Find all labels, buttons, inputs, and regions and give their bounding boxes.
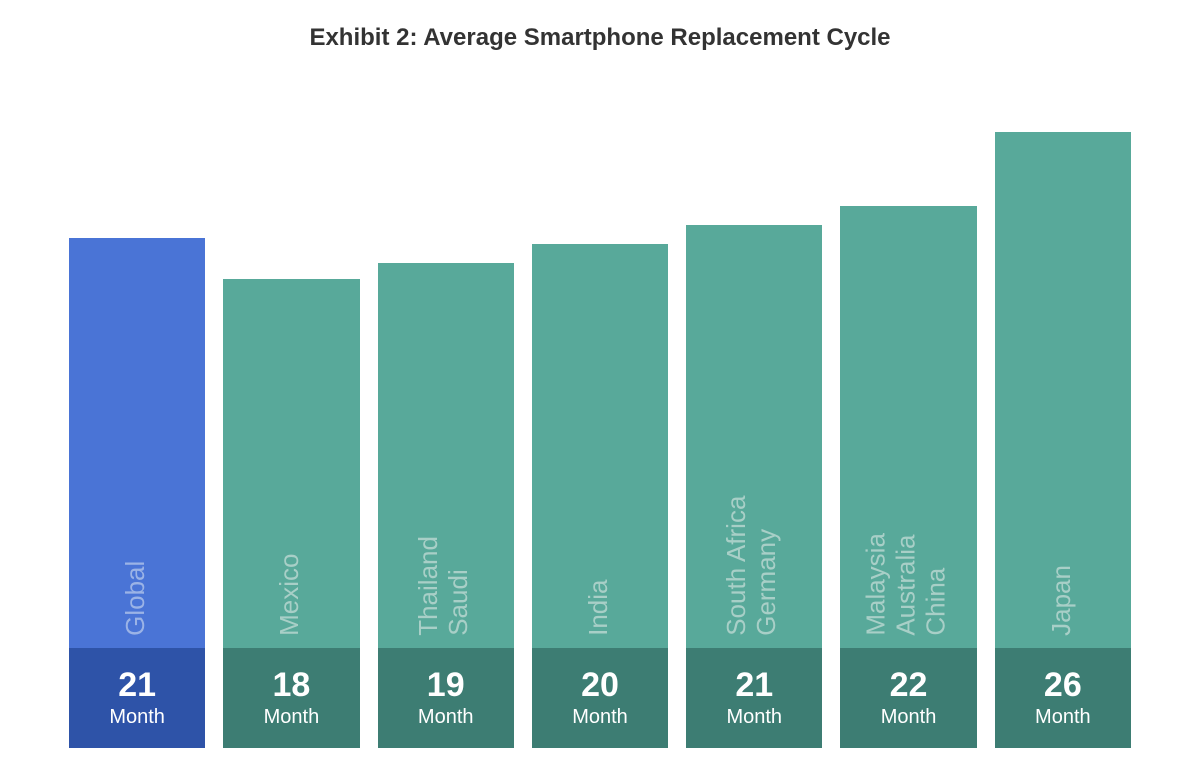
bar-body [378, 263, 514, 648]
bar-footer: 21 Month [686, 648, 822, 748]
bar-col: 18MonthMexico [223, 110, 359, 748]
bar-unit: Month [726, 706, 782, 729]
bar: 21MonthSouth Africa Germany [686, 225, 822, 748]
bar-col: 20MonthIndia [532, 110, 668, 748]
bar-value: 18 [273, 668, 311, 702]
bar-unit: Month [264, 706, 320, 729]
bar-unit: Month [881, 706, 937, 729]
bar-value: 21 [735, 668, 773, 702]
bar-body [69, 238, 205, 648]
bar-col: 21MonthGlobal [69, 110, 205, 748]
bar-value: 21 [118, 668, 156, 702]
bar-footer: 26 Month [995, 648, 1131, 748]
bar: 21MonthGlobal [69, 238, 205, 748]
bar-body [840, 206, 976, 648]
bar: 26MonthJapan [995, 132, 1131, 748]
bar-footer: 20 Month [532, 648, 668, 748]
bar: 19MonthThailand Saudi [378, 263, 514, 748]
bar-value: 20 [581, 668, 619, 702]
bar-unit: Month [418, 706, 474, 729]
bar-footer: 18 Month [223, 648, 359, 748]
bar-unit: Month [1035, 706, 1091, 729]
bar-value: 19 [427, 668, 465, 702]
chart-bars-container: 21MonthGlobal18MonthMexico19MonthThailan… [60, 110, 1140, 748]
bar-footer: 19 Month [378, 648, 514, 748]
bar-col: 26MonthJapan [995, 110, 1131, 748]
bar: 18MonthMexico [223, 279, 359, 748]
chart-area: 21MonthGlobal18MonthMexico19MonthThailan… [60, 110, 1140, 748]
bar-body [995, 132, 1131, 648]
bar-col: 22MonthMalaysia Australia China [840, 110, 976, 748]
bar-col: 19MonthThailand Saudi [378, 110, 514, 748]
bar-footer: 22 Month [840, 648, 976, 748]
bar-unit: Month [572, 706, 628, 729]
bar-value: 22 [890, 668, 928, 702]
bar-body [686, 225, 822, 648]
bar: 22MonthMalaysia Australia China [840, 206, 976, 748]
bar-body [223, 279, 359, 648]
bar-value: 26 [1044, 668, 1082, 702]
bar-unit: Month [109, 706, 165, 729]
bar: 20MonthIndia [532, 244, 668, 748]
chart-title: Exhibit 2: Average Smartphone Replacemen… [0, 0, 1200, 52]
bar-body [532, 244, 668, 648]
bar-col: 21MonthSouth Africa Germany [686, 110, 822, 748]
bar-footer: 21 Month [69, 648, 205, 748]
